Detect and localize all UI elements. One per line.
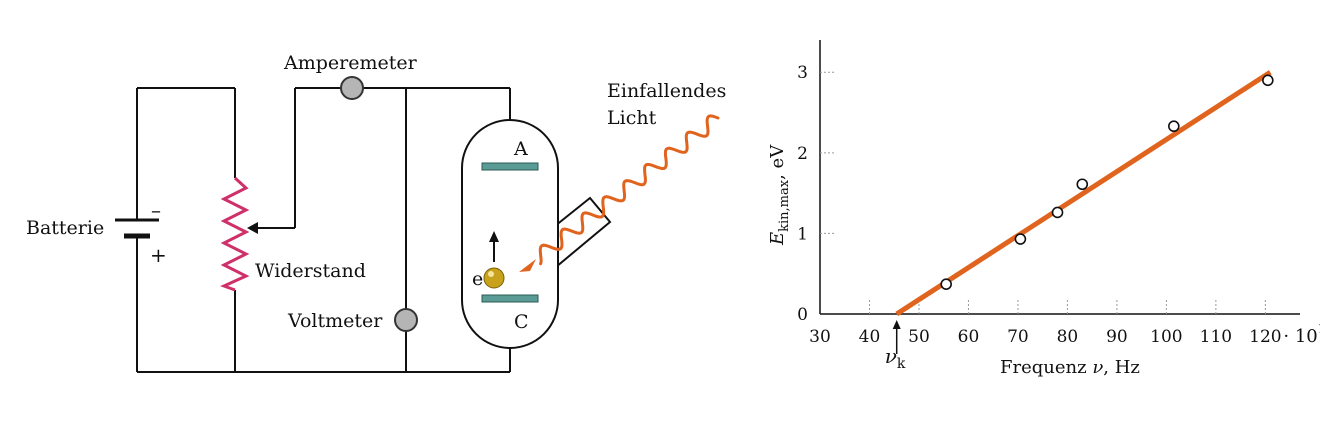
light-wave — [538, 114, 720, 266]
x-tick-label: 120 — [1249, 327, 1281, 347]
x-tick-label: 40 — [859, 327, 881, 347]
battery-symbol — [115, 218, 159, 239]
x-multiplier-exp: 13 — [1318, 322, 1320, 337]
resistor-label: Widerstand — [255, 260, 366, 282]
x-multiplier-base: 10 — [1295, 326, 1318, 347]
x-tick-label: 30 — [809, 327, 831, 347]
resistor-zigzag — [220, 176, 250, 292]
threshold-label: νk — [885, 344, 906, 372]
light-arrow-head-icon — [519, 259, 536, 272]
data-points — [940, 74, 1274, 290]
cathode-label: C — [514, 311, 529, 333]
threshold-label-sub: k — [897, 356, 906, 372]
x-tick-label: 50 — [908, 327, 930, 347]
x-axis-label-main: Frequenz — [1000, 357, 1092, 378]
x-tick-label: 100 — [1150, 327, 1182, 347]
data-point — [1262, 74, 1274, 87]
x-tick-label: 70 — [1007, 327, 1029, 347]
data-point — [1014, 233, 1027, 245]
y-tick-label: 1 — [797, 224, 808, 244]
x-ticks: 30 40 50 60 70 80 90 100 110 120 — [809, 300, 1282, 347]
x-tick-label: 80 — [1057, 327, 1079, 347]
x-axis-label-var: ν — [1092, 357, 1103, 378]
battery-plus-label: + — [150, 243, 167, 267]
x-tick-label: 110 — [1200, 327, 1232, 347]
voltmeter-icon — [394, 308, 418, 332]
light-label-line2: Licht — [607, 107, 657, 129]
y-tick-label: 3 — [797, 63, 808, 83]
electron-arrow-head-icon — [489, 231, 499, 242]
anode-plate — [481, 162, 539, 171]
y-tick-label: 2 — [797, 144, 808, 164]
phototube: A C e — [461, 119, 612, 349]
slider-arrow-icon — [247, 222, 258, 234]
fit-line — [895, 70, 1272, 317]
electron-highlight — [488, 271, 494, 277]
x-multiplier: · 1013 — [1283, 322, 1320, 347]
x-axis-label-unit: , Hz — [1103, 357, 1140, 378]
anode-label: A — [513, 138, 528, 160]
y-ticks: 0 1 2 3 — [797, 63, 834, 325]
threshold-label-main: ν — [885, 344, 897, 368]
electron-icon — [483, 267, 505, 289]
light-label-line1: Einfallendes — [607, 80, 726, 102]
x-multiplier-dot: · — [1283, 326, 1289, 347]
voltmeter-label: Voltmeter — [287, 310, 383, 332]
y-tick-label: 0 — [797, 305, 808, 325]
battery-minus-label: – — [151, 198, 161, 222]
electron-label: e — [472, 268, 483, 290]
x-tick-label: 90 — [1106, 327, 1128, 347]
data-point — [940, 278, 952, 290]
data-point — [1076, 178, 1089, 191]
y-axis-label-sub: kin,max — [777, 179, 792, 232]
x-axis-label: Frequenz ν, Hz — [1000, 357, 1140, 378]
cathode-plate — [481, 294, 539, 303]
ammeter-icon — [340, 76, 364, 100]
data-point — [1051, 206, 1064, 219]
tube-envelope — [461, 119, 559, 349]
y-axis-label: Ekin,max, eV — [767, 144, 792, 246]
ammeter-label: Amperemeter — [283, 52, 418, 74]
threshold-arrow-head-icon — [892, 320, 901, 329]
battery-label: Batterie — [26, 217, 104, 239]
y-axis-label-unit: , eV — [767, 144, 788, 180]
data-point — [1168, 120, 1180, 133]
x-tick-label: 60 — [958, 327, 980, 347]
y-axis-label-main: E — [767, 232, 788, 246]
